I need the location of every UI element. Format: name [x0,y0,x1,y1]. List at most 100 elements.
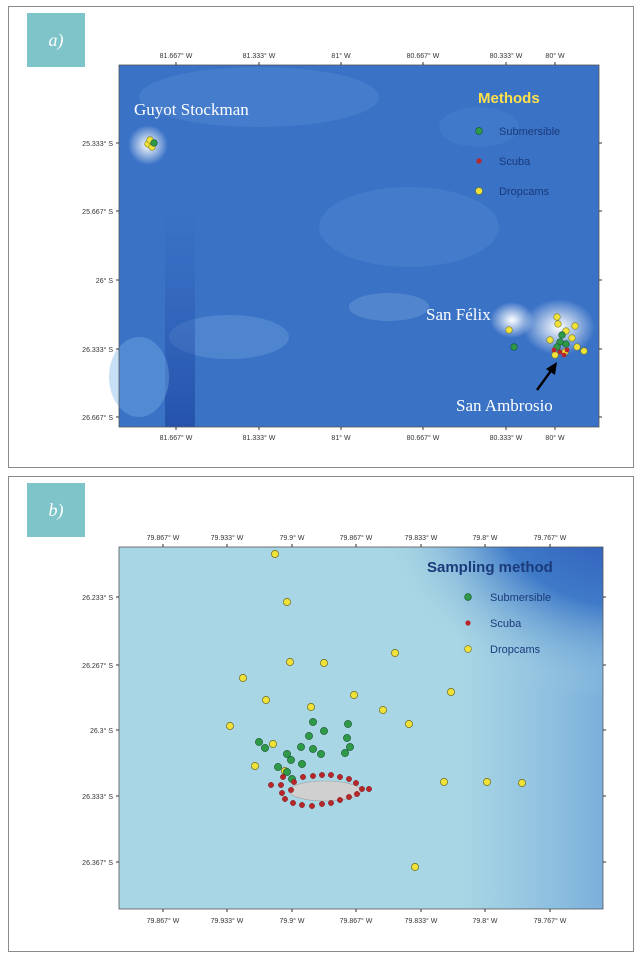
dropcam-point [286,658,293,665]
panel-b-top-tick: 79.867° W [147,534,180,542]
submersible-point [563,341,570,348]
dropcam-point [574,344,581,351]
scuba-point [280,774,285,779]
panel-b-top-tick: 79.933° W [211,534,244,542]
scuba-point [288,787,293,792]
submersible-point [255,738,262,745]
dropcam-point [518,779,525,786]
submersible-point [346,743,353,750]
scuba-point [354,791,359,796]
panel-b-top-tick: 79.833° W [405,534,438,542]
scuba-point [337,774,342,779]
scuba-point [328,800,333,805]
dropcam-point [271,550,278,557]
submersible-point [559,332,566,339]
panel-b-bottom-tick: 79.767° W [534,917,567,925]
dropcam-point [555,321,562,328]
panel-a-top-tick: 80° W [545,52,565,60]
scuba-point [319,801,324,806]
panel-b-left-ticks: 26.233° S 26.267° S 26.3° S 26.333° S 26… [82,594,119,867]
dropcam-point [581,348,588,355]
dropcam-point [262,696,269,703]
panel-b-top-tick: 79.8° W [473,534,498,542]
dropcam-point [572,323,579,330]
submersible-point [305,732,312,739]
legend-submersible-icon [476,128,483,135]
scuba-point [278,782,283,787]
dropcam-point [320,659,327,666]
dropcam-point [379,706,386,713]
scuba-point [290,800,295,805]
panel-a-bottom-ticks: 81.667° W 81.333° W 81° W 80.667° W 80.3… [160,427,565,442]
panel-b-bottom-ticks: 79.867° W 79.933° W 79.9° W 79.867° W 79… [147,909,567,925]
legend-dropcams-icon [465,646,472,653]
scuba-point [268,782,273,787]
dropcam-point [307,703,314,710]
submersible-point [261,744,268,751]
panel-a: Guyot Stockman San Félix San Ambrosio Me… [8,6,634,468]
panel-a-legend-title: Methods [478,90,540,107]
panel-a-top-tick: 80.667° W [407,52,440,60]
san-ambrosio-label: San Ambrosio [456,396,553,415]
panel-a-label: a) [27,13,85,67]
scuba-point [562,353,567,358]
dropcam-point [391,649,398,656]
scuba-point [300,774,305,779]
panel-b-bottom-tick: 79.9° W [280,917,305,925]
scuba-point [366,786,371,791]
panel-b-bottom-tick: 79.867° W [340,917,373,925]
legend-scuba-icon [476,158,481,163]
panel-a-bottom-tick: 81.667° W [160,434,193,442]
dropcam-point [226,722,233,729]
panel-b-top-tick: 79.767° W [534,534,567,542]
panel-b: Sampling method Submersible Scuba Dropca… [8,476,634,952]
dropcam-point [350,691,357,698]
panel-a-bottom-tick: 81° W [331,434,351,442]
dropcam-point [405,720,412,727]
dropcam-point [447,688,454,695]
dropcam-point [547,337,554,344]
submersible-point [151,140,158,147]
panel-b-legend-scuba: Scuba [490,618,522,630]
submersible-point [511,344,518,351]
scuba-point [319,772,324,777]
panel-b-top-ticks: 79.867° W 79.933° W 79.9° W 79.867° W 79… [147,534,567,547]
panel-b-left-tick: 26.333° S [82,793,113,801]
dropcam-point [251,762,258,769]
submersible-point [298,760,305,767]
dropcam-point [569,335,576,342]
panel-a-map: Guyot Stockman San Félix San Ambrosio Me… [9,7,633,467]
guyot-stockman-label: Guyot Stockman [134,100,249,119]
scuba-point [359,786,364,791]
legend-submersible-icon [465,594,472,601]
panel-b-map: Sampling method Submersible Scuba Dropca… [9,477,633,951]
panel-a-left-tick: 26.667° S [82,414,113,422]
dropcam-point [411,863,418,870]
submersible-point [320,727,327,734]
legend-scuba-icon [465,620,470,625]
legend-dropcams-icon [476,188,483,195]
panel-b-top-tick: 79.9° W [280,534,305,542]
panel-a-top-tick: 80.333° W [490,52,523,60]
panel-a-bottom-tick: 80° W [545,434,565,442]
submersible-point [309,718,316,725]
submersible-point [309,745,316,752]
panel-b-bottom-tick: 79.933° W [211,917,244,925]
dropcam-point [269,740,276,747]
dropcam-point [554,314,561,321]
panel-b-label: b) [27,483,85,537]
panel-a-legend-dropcams: Dropcams [499,186,550,198]
panel-b-left-tick: 26.233° S [82,594,113,602]
panel-a-left-tick: 26.333° S [82,346,113,354]
scuba-point [346,776,351,781]
dropcam-point [483,778,490,785]
submersible-point [274,763,281,770]
panel-a-bottom-tick: 80.667° W [407,434,440,442]
panel-a-left-tick: 25.333° S [82,140,113,148]
dropcam-point [283,598,290,605]
submersible-point [297,743,304,750]
scuba-point [282,796,287,801]
panel-b-legend-title: Sampling method [427,559,553,576]
panel-a-left-tick: 25.667° S [82,208,113,216]
panel-b-legend-dropcams: Dropcams [490,644,541,656]
